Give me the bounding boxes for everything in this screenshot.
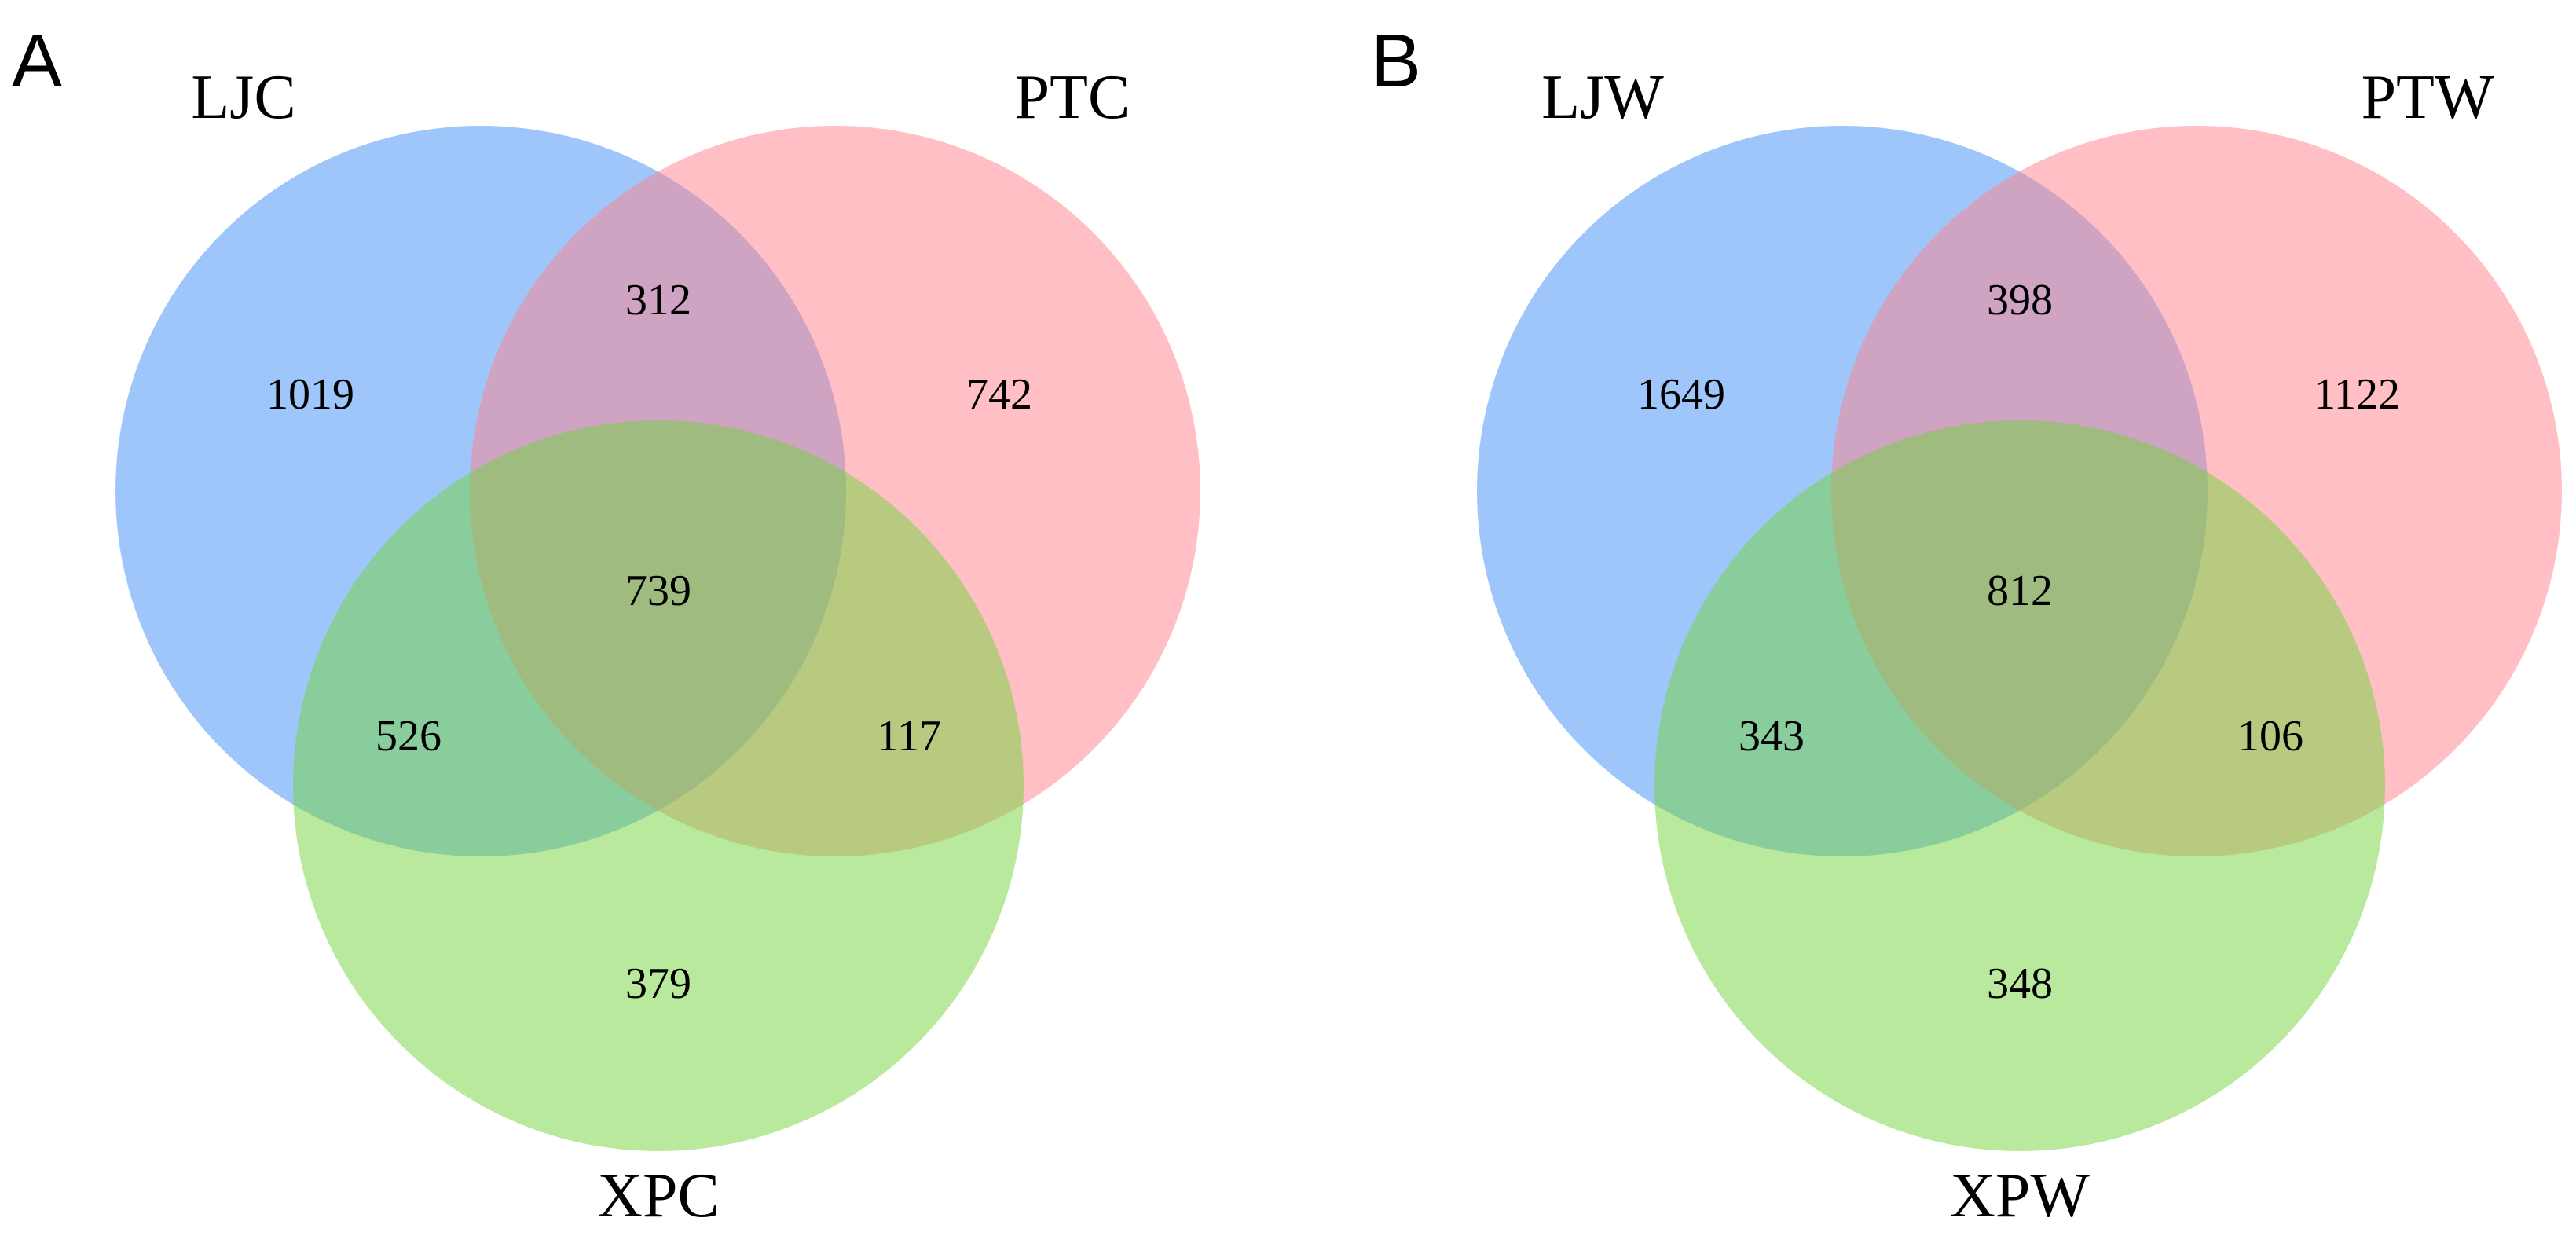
count-all-three: 739 [625,567,691,615]
panel-letter-a: A [12,19,62,103]
set-label-ptc: PTC [1015,63,1130,132]
set-label-ljc: LJC [191,63,295,132]
set-label-ptw: PTW [2362,63,2494,132]
count-ptc-xpc: 117 [877,712,941,761]
count-ljw-xpw: 343 [1739,712,1805,761]
count-ljc-xpc: 526 [376,712,442,761]
count-all-three-b: 812 [1987,567,2053,615]
count-ljw-only: 1649 [1637,370,1725,419]
set-label-xpw: XPW [1950,1161,2090,1230]
set-circle-xpc [293,420,1024,1151]
count-ptc-only: 742 [966,370,1032,419]
count-ptw-xpw: 106 [2237,712,2303,761]
set-label-ljw: LJW [1541,63,1664,132]
count-xpw-only: 348 [1987,959,2053,1008]
count-ljc-only: 1019 [266,370,354,419]
set-circle-xpw [1654,420,2385,1151]
count-xpc-only: 379 [625,959,691,1008]
count-ljw-ptw: 398 [1987,276,2053,325]
panel-letter-b: B [1371,19,1421,103]
set-label-xpc: XPC [597,1161,720,1230]
count-ptw-only: 1122 [2314,370,2400,419]
venn-panel-a: A LJC PTC XPC 1019 742 379 312 526 117 7… [12,19,1200,1230]
count-ljc-ptc: 312 [625,276,691,325]
venn-panel-b: B LJW PTW XPW 1649 1122 348 398 343 106 … [1371,19,2562,1230]
